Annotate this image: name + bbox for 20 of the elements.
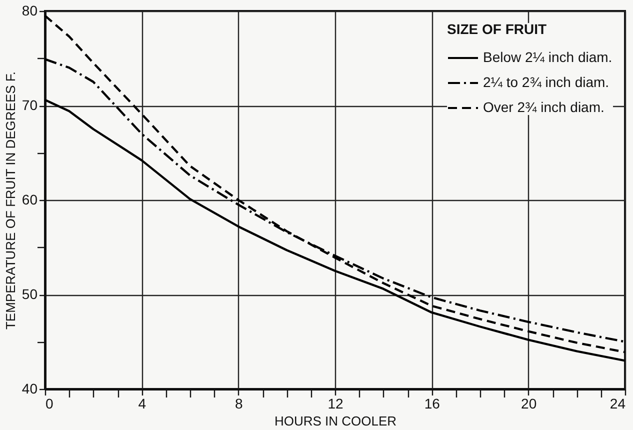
legend-title: SIZE OF FRUIT — [447, 21, 547, 37]
legend-label: Below 2¼ inch diam. — [483, 49, 612, 65]
x-tick-label: 0 — [46, 396, 54, 412]
x-tick-label: 24 — [610, 396, 626, 412]
y-axis-title: TEMPERATURE OF FRUIT IN DEGREES F. — [2, 71, 18, 330]
y-tick-label: 50 — [22, 286, 38, 302]
x-tick-label: 20 — [521, 396, 537, 412]
x-tick-label: 8 — [234, 396, 243, 412]
x-tick-label: 12 — [328, 396, 344, 412]
y-tick-label: 80 — [22, 2, 38, 18]
x-tick-label: 4 — [138, 396, 146, 412]
y-tick-label: 60 — [22, 192, 38, 208]
y-tick-label: 40 — [22, 380, 38, 396]
x-axis-title: HOURS IN COOLER — [274, 414, 397, 428]
line-series — [44, 98, 626, 362]
y-tick-label: 70 — [22, 97, 38, 113]
x-tick-label: 16 — [424, 396, 440, 412]
legend-label: 2¼ to 2¾ inch diam. — [483, 74, 610, 90]
line-series — [44, 14, 626, 354]
legend-label: Over 2¾ inch diam. — [483, 99, 604, 115]
